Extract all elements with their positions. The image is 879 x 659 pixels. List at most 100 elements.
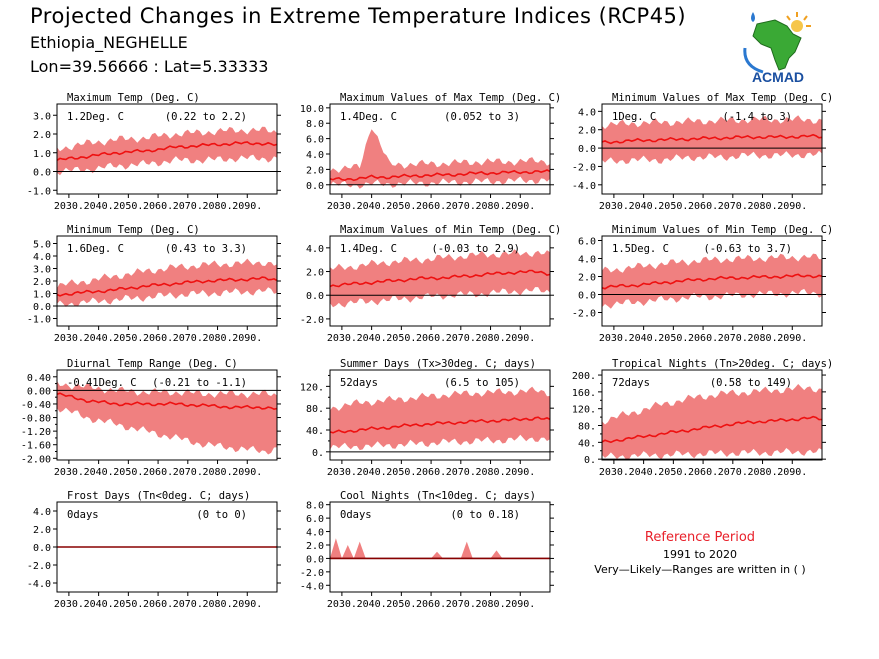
y-tick-label: 10.0	[300, 104, 324, 115]
x-tick-label: 2050.	[386, 333, 416, 344]
y-tick-label: 1.0	[33, 149, 51, 160]
y-tick-label: -2.0	[572, 162, 596, 173]
x-tick-label: 2030.	[327, 467, 357, 478]
y-tick-label: 0.	[584, 455, 596, 466]
y-tick-label: -2.0	[27, 561, 51, 572]
chart-range: (0.22 to 2.2)	[165, 111, 247, 123]
x-tick-label: 2060.	[416, 333, 446, 344]
y-tick-label: 2.0	[306, 268, 324, 279]
x-tick-label: 2040.	[629, 333, 659, 344]
y-tick-label: 4.0	[33, 507, 51, 518]
x-tick-label: 2070.	[446, 201, 476, 212]
x-tick-label: 2090.	[505, 333, 535, 344]
y-tick-label: 0.40	[27, 373, 51, 384]
x-tick-label: 2040.	[629, 201, 659, 212]
y-tick-label: -2.00	[21, 454, 51, 465]
chart-range: (6.5 to 105)	[444, 377, 520, 389]
chart-panel-8: 120. 80. 40. 0.2030. 2040. 2050. 2060. 2070. 208…	[300, 358, 554, 478]
chart-range: (0 to 0.18)	[450, 509, 520, 521]
x-tick-label: 2090.	[232, 467, 262, 478]
chart-summary: 1Deg. C	[612, 111, 656, 123]
y-tick-label: -0.40	[21, 400, 51, 411]
median-line	[601, 133, 823, 145]
x-tick-label: 2060.	[143, 201, 173, 212]
x-tick-label: 2090.	[232, 333, 262, 344]
likely-range-band	[330, 129, 550, 189]
y-tick-label: -2.0	[572, 309, 596, 320]
plot-frame	[329, 369, 551, 461]
y-tick-label: 0.0	[578, 144, 596, 155]
x-tick-label: 2090.	[232, 201, 262, 212]
plot-frame	[56, 103, 278, 195]
page-title: Projected Changes in Extreme Temperature…	[30, 4, 687, 28]
x-tick-label: 2070.	[173, 333, 203, 344]
likely-range-band	[57, 126, 277, 176]
y-tick-label: -4.0	[27, 579, 51, 590]
x-tick-label: 2080.	[202, 333, 232, 344]
x-tick-label: 2080.	[475, 467, 505, 478]
x-tick-label: 2080.	[747, 201, 777, 212]
x-tick-label: 2050.	[658, 467, 688, 478]
x-tick-label: 2040.	[357, 599, 387, 610]
chart-title: Maximum Values of Min Temp (Deg. C)	[340, 224, 561, 236]
x-tick-label: 2060.	[143, 333, 173, 344]
x-tick-label: 2050.	[386, 599, 416, 610]
y-tick-label: 2.0	[306, 541, 324, 552]
x-tick-label: 2080.	[202, 599, 232, 610]
chart-summary: 1.5Deg. C	[612, 243, 669, 255]
y-tick-label: 120.	[300, 382, 324, 393]
x-tick-label: 2030.	[599, 467, 629, 478]
x-tick-label: 2090.	[505, 467, 535, 478]
station-name: Ethiopia_NEGHELLE	[30, 33, 188, 52]
chart-summary: 0days	[67, 509, 99, 521]
y-tick-label: 6.0	[306, 514, 324, 525]
median-line	[329, 169, 551, 182]
x-tick-label: 2070.	[718, 467, 748, 478]
x-tick-label: 2080.	[202, 201, 232, 212]
chart-title: Maximum Values of Max Temp (Deg. C)	[340, 92, 561, 104]
y-tick-label: 2.0	[578, 273, 596, 284]
x-tick-label: 2040.	[357, 467, 387, 478]
chart-summary: 1.4Deg. C	[340, 243, 397, 255]
y-tick-label: -1.0	[27, 315, 51, 326]
chart-range: (0.43 to 3.3)	[165, 243, 247, 255]
y-tick-label: 80.	[306, 404, 324, 415]
x-tick-label: 2060.	[143, 467, 173, 478]
globe-arc-icon	[743, 47, 764, 74]
x-tick-label: 2080.	[202, 467, 232, 478]
x-tick-label: 2060.	[688, 467, 718, 478]
chart-summary: 1.6Deg. C	[67, 243, 124, 255]
x-tick-label: 2030.	[599, 201, 629, 212]
x-tick-label: 2060.	[416, 599, 446, 610]
x-tick-label: 2040.	[84, 333, 114, 344]
y-tick-label: -2.0	[300, 568, 324, 579]
chart-summary: 0days	[340, 509, 372, 521]
x-tick-label: 2070.	[718, 333, 748, 344]
x-tick-label: 2040.	[84, 599, 114, 610]
y-tick-label: 0.00	[27, 386, 51, 397]
x-tick-label: 2030.	[327, 333, 357, 344]
plot-frame	[601, 369, 823, 461]
y-tick-label: 8.0	[306, 501, 324, 512]
x-tick-label: 2090.	[777, 201, 807, 212]
chart-range: (0.58 to 149)	[710, 377, 792, 389]
y-tick-label: 200.	[572, 371, 596, 382]
x-tick-label: 2090.	[777, 467, 807, 478]
raindrop-icon	[751, 12, 755, 22]
y-tick-label: 0.0	[578, 291, 596, 302]
y-tick-label: 4.0	[578, 255, 596, 266]
likely-range-band	[330, 538, 550, 559]
chart-range: (-0.03 to 2.9)	[431, 243, 520, 255]
chart-summary: 1.4Deg. C	[340, 111, 397, 123]
y-tick-label: 0.0	[306, 554, 324, 565]
median-line	[601, 273, 823, 290]
y-tick-label: 40.	[578, 438, 596, 449]
x-tick-label: 2090.	[505, 201, 535, 212]
chart-range: (-0.63 to 3.7)	[703, 243, 792, 255]
x-tick-label: 2090.	[232, 599, 262, 610]
x-tick-label: 2060.	[416, 201, 446, 212]
